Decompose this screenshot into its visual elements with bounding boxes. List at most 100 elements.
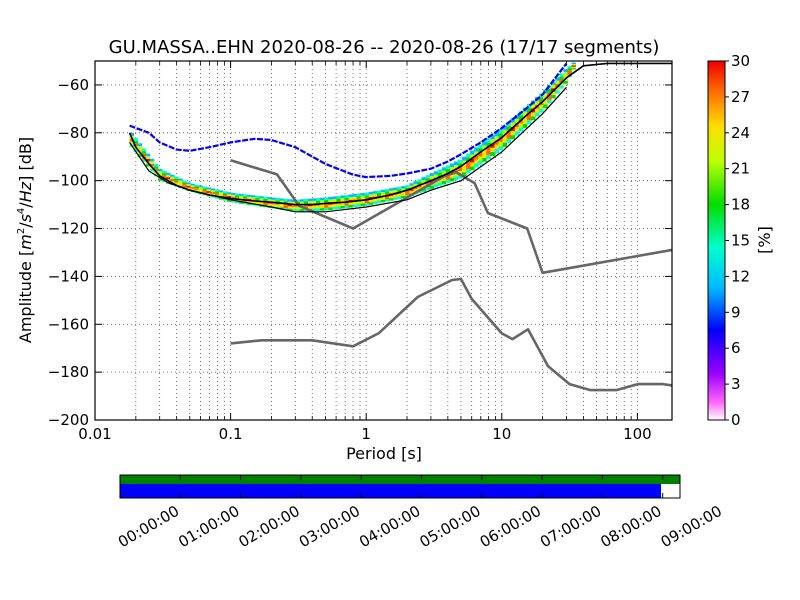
heat-cell: [145, 163, 151, 167]
heat-cell: [482, 145, 487, 150]
heat-cell: [478, 144, 483, 149]
heat-cell: [198, 190, 203, 193]
heat-cell: [453, 168, 459, 173]
heat-cell: [133, 140, 139, 144]
heat-cell: [271, 197, 276, 200]
heat-cell: [194, 188, 199, 190]
heat-cell: [518, 127, 524, 132]
heat-cell: [518, 115, 524, 120]
x-tick-label: 0.1: [219, 425, 243, 443]
heat-cell: [453, 161, 459, 166]
heat-cell: [571, 66, 576, 69]
heat-cell: [445, 175, 451, 180]
heat-cell: [543, 93, 548, 98]
heat-cell: [267, 199, 272, 202]
heat-cell: [344, 202, 349, 206]
heat-cell: [239, 197, 244, 200]
heat-cell: [320, 197, 325, 201]
heat-cell: [478, 156, 483, 161]
y-ticks: −200 −180 −160 −140 −120 −100 −80 −60: [48, 76, 672, 429]
heat-cell: [571, 65, 576, 67]
heat-cell: [202, 186, 208, 189]
heat-cell: [190, 187, 195, 189]
heat-cell: [421, 180, 426, 183]
heat-cell: [563, 80, 568, 84]
heat-cell: [510, 122, 516, 127]
colorbar-label: [%]: [755, 226, 774, 254]
colorbar-tick-label: 9: [731, 303, 741, 321]
heat-cell: [186, 182, 191, 185]
heat-cell: [129, 132, 135, 136]
y-axis-label: Amplitude [m2/s4/Hz] [dB]: [16, 137, 35, 343]
heat-cell: [137, 146, 143, 149]
heat-cell: [433, 171, 439, 175]
heat-cell: [166, 177, 171, 180]
timeline-tick-label: 04:00:00: [356, 502, 423, 551]
heat-cell: [441, 180, 447, 185]
heat-cell: [567, 68, 572, 71]
heat-cell: [393, 187, 398, 191]
heat-cell: [506, 126, 512, 131]
heat-cell: [230, 194, 236, 197]
heat-cell: [470, 150, 475, 155]
heat-cell: [287, 208, 293, 211]
heat-cell: [141, 153, 147, 157]
heat-cell: [389, 190, 394, 194]
heat-cell: [437, 169, 443, 173]
heat-cell: [474, 163, 479, 168]
heat-cell: [490, 143, 495, 148]
heat-cell: [348, 194, 353, 198]
heat-cell: [417, 184, 422, 188]
heat-cell: [283, 201, 289, 204]
heat-cell: [470, 166, 475, 171]
heat-cell: [490, 135, 495, 140]
heat-cell: [283, 205, 289, 209]
heat-cell: [149, 158, 155, 162]
heat-cell: [299, 209, 305, 212]
heat-cell: [243, 202, 248, 205]
heat-cell: [271, 199, 276, 202]
heat-cell: [194, 186, 199, 189]
heat-cell: [251, 201, 256, 204]
colorbar-tick-label: 24: [731, 124, 750, 142]
heat-cell: [380, 192, 386, 195]
heat-cell: [279, 205, 285, 208]
heat-cell: [551, 81, 556, 85]
heat-cell: [307, 201, 313, 204]
heat-cell: [344, 205, 349, 209]
heat-cell: [251, 203, 256, 206]
heat-cell: [453, 172, 459, 177]
heat-cell: [502, 138, 508, 143]
heat-cell: [389, 198, 394, 201]
heat-cell: [563, 75, 568, 78]
heat-cell: [470, 158, 475, 163]
colorbar-tick-label: 6: [731, 339, 741, 357]
heat-cell: [502, 134, 508, 139]
heat-cell: [283, 203, 289, 206]
heat-cell: [162, 175, 167, 178]
timeline-frame: [119, 474, 681, 499]
heat-cell: [530, 116, 536, 121]
heat-cell: [299, 201, 305, 205]
heat-cell: [247, 194, 252, 197]
heat-cell: [202, 188, 208, 191]
heat-cell: [129, 138, 135, 142]
heat-cell: [271, 204, 276, 207]
timeline-tick-label: 06:00:00: [477, 502, 544, 551]
heat-cell: [429, 185, 435, 189]
heat-cell: [397, 196, 402, 200]
heat-cell: [320, 200, 325, 203]
x-tick-label: 0.01: [78, 425, 111, 443]
heat-cell: [145, 156, 151, 159]
heat-cell: [385, 196, 390, 200]
heat-cell: [251, 195, 256, 198]
heat-cell: [356, 204, 362, 207]
heat-cell: [324, 205, 329, 208]
heat-cell: [498, 141, 503, 147]
heat-cell: [226, 199, 232, 202]
heat-cell: [409, 188, 414, 191]
heat-cell: [336, 206, 341, 210]
heat-cell: [166, 172, 171, 175]
heat-cell: [368, 194, 374, 198]
heat-cell: [401, 186, 406, 189]
